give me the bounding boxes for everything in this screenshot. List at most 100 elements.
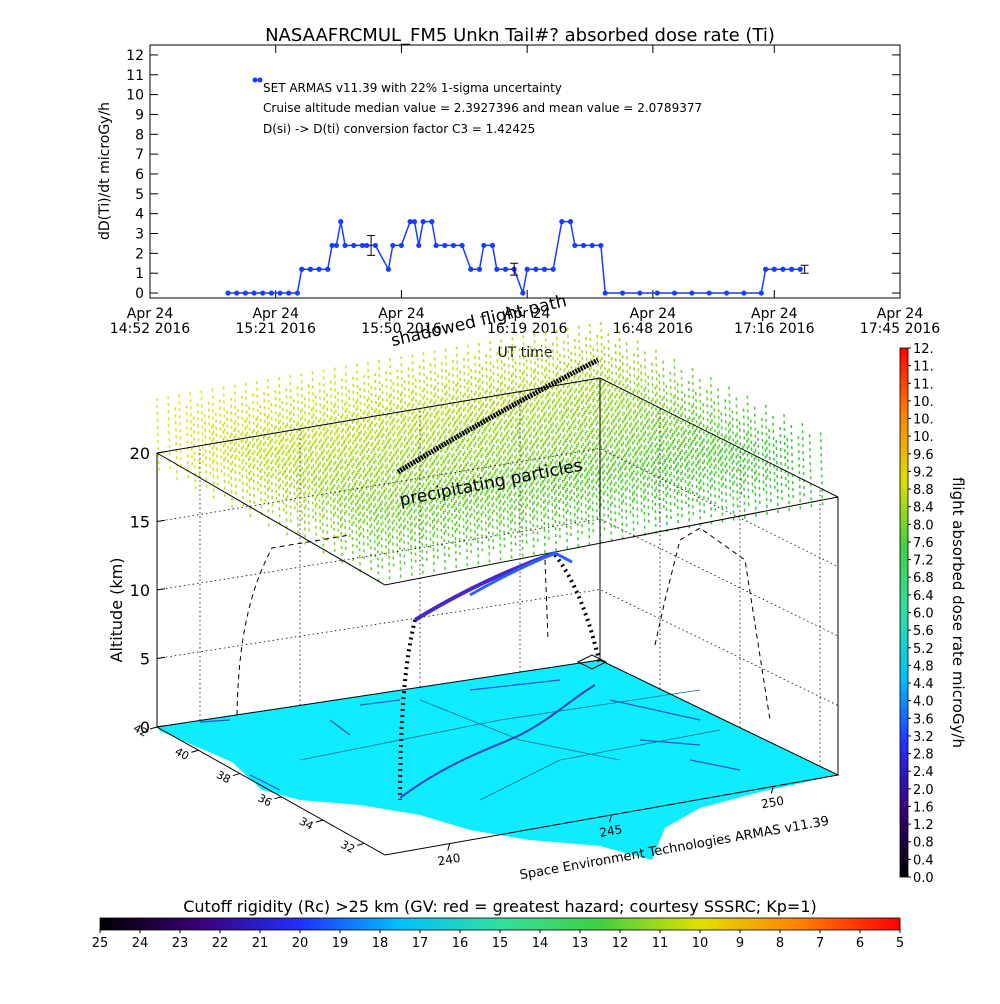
- grid-line: [156, 448, 839, 567]
- data-point: [771, 266, 777, 272]
- particle-column: [578, 325, 582, 401]
- particle-column: [620, 466, 624, 542]
- particle-column: [620, 429, 625, 505]
- particle-column: [697, 453, 702, 529]
- particle-column: [559, 353, 563, 429]
- particle-column: [576, 437, 580, 513]
- particle-column: [307, 421, 311, 497]
- particle-column: [646, 412, 651, 488]
- data-point: [442, 242, 448, 249]
- data-point: [325, 266, 331, 272]
- particle-column: [352, 376, 356, 452]
- legend-marker: [257, 77, 263, 83]
- particle-column: [362, 411, 367, 488]
- particle-column: [368, 497, 373, 573]
- z-tick-label: 0: [140, 718, 150, 737]
- particle-column: [496, 352, 500, 428]
- particle-column: [341, 378, 345, 454]
- particle-column: [768, 428, 772, 504]
- particle-column: [363, 374, 367, 450]
- particle-column: [639, 401, 644, 477]
- y-tick-label: 9: [135, 107, 144, 123]
- particle-column: [531, 481, 535, 557]
- particle-column: [329, 380, 334, 456]
- particle-column: [565, 438, 569, 515]
- particle-column: [481, 366, 485, 443]
- particle-column: [480, 441, 484, 517]
- particle-column: [322, 406, 326, 482]
- particle-column: [779, 426, 783, 503]
- particle-column: [640, 364, 644, 440]
- particle-column: [580, 424, 584, 500]
- particle-column: [413, 489, 417, 565]
- particle-column: [484, 428, 488, 504]
- particle-column: [384, 408, 389, 484]
- particle-column: [284, 425, 289, 501]
- particle-column: [262, 429, 267, 505]
- particle-column: [425, 413, 429, 489]
- marker: [576, 654, 608, 670]
- particle-column: [584, 411, 588, 487]
- ground-track: [399, 684, 596, 799]
- colorbar-tick-label: 8.0: [913, 518, 934, 533]
- colorbar-tick-label: 0.4: [913, 853, 934, 868]
- particle-column: [510, 374, 515, 450]
- particle-column: [569, 388, 574, 464]
- particle-column: [469, 405, 474, 482]
- particle-column: [332, 478, 336, 554]
- particle-column: [555, 366, 559, 442]
- data-point: [706, 290, 712, 296]
- lon-tick-label: 250: [760, 794, 785, 812]
- flight-path-shadow: [396, 357, 600, 475]
- colorbar-tick-label: 2.0: [913, 783, 934, 798]
- particle-column: [551, 342, 556, 418]
- particle-column: [365, 436, 370, 512]
- particle-column: [281, 401, 286, 477]
- particle-column: [676, 382, 681, 458]
- data-point: [364, 242, 370, 249]
- particle-column: [525, 359, 530, 435]
- data-point: [294, 290, 300, 296]
- particle-column: [432, 424, 437, 500]
- particle-column: [753, 406, 758, 482]
- particle-column: [540, 381, 544, 457]
- particle-column: [174, 407, 179, 483]
- particle-column: [655, 349, 659, 425]
- data-point: [359, 242, 366, 249]
- particle-column: [258, 442, 263, 518]
- particle-column: [398, 504, 402, 580]
- particle-column: [625, 342, 630, 418]
- particle-column: [416, 476, 421, 552]
- particle-column: [367, 361, 371, 437]
- particle-column: [207, 401, 212, 477]
- data-point: [502, 266, 509, 272]
- y-tick-label: 5: [135, 187, 144, 203]
- particle-column: [333, 367, 338, 443]
- particle-column: [590, 459, 595, 535]
- particle-column: [635, 414, 640, 490]
- lat-tick: [274, 796, 282, 800]
- data-point: [329, 242, 335, 249]
- data-point: [277, 290, 283, 296]
- particle-column: [653, 423, 658, 499]
- particle-column: [522, 335, 527, 411]
- lat-tick: [149, 726, 158, 730]
- particle-column: [694, 429, 698, 505]
- z-axis-label: Altitude (km): [107, 558, 126, 663]
- data-point: [780, 266, 786, 272]
- particle-column: [383, 482, 388, 558]
- data-point: [567, 219, 574, 225]
- particle-column: [484, 391, 489, 467]
- particle-column: [453, 495, 458, 571]
- particle-column: [636, 377, 640, 453]
- particle-column: [435, 485, 439, 561]
- particle-column: [498, 450, 503, 526]
- x-tick-label: 17:45 2016: [860, 321, 941, 337]
- data-point: [489, 242, 496, 249]
- data-point: [789, 266, 795, 272]
- particle-column: [580, 386, 585, 463]
- particle-column: [544, 331, 549, 407]
- particle-column: [708, 451, 713, 527]
